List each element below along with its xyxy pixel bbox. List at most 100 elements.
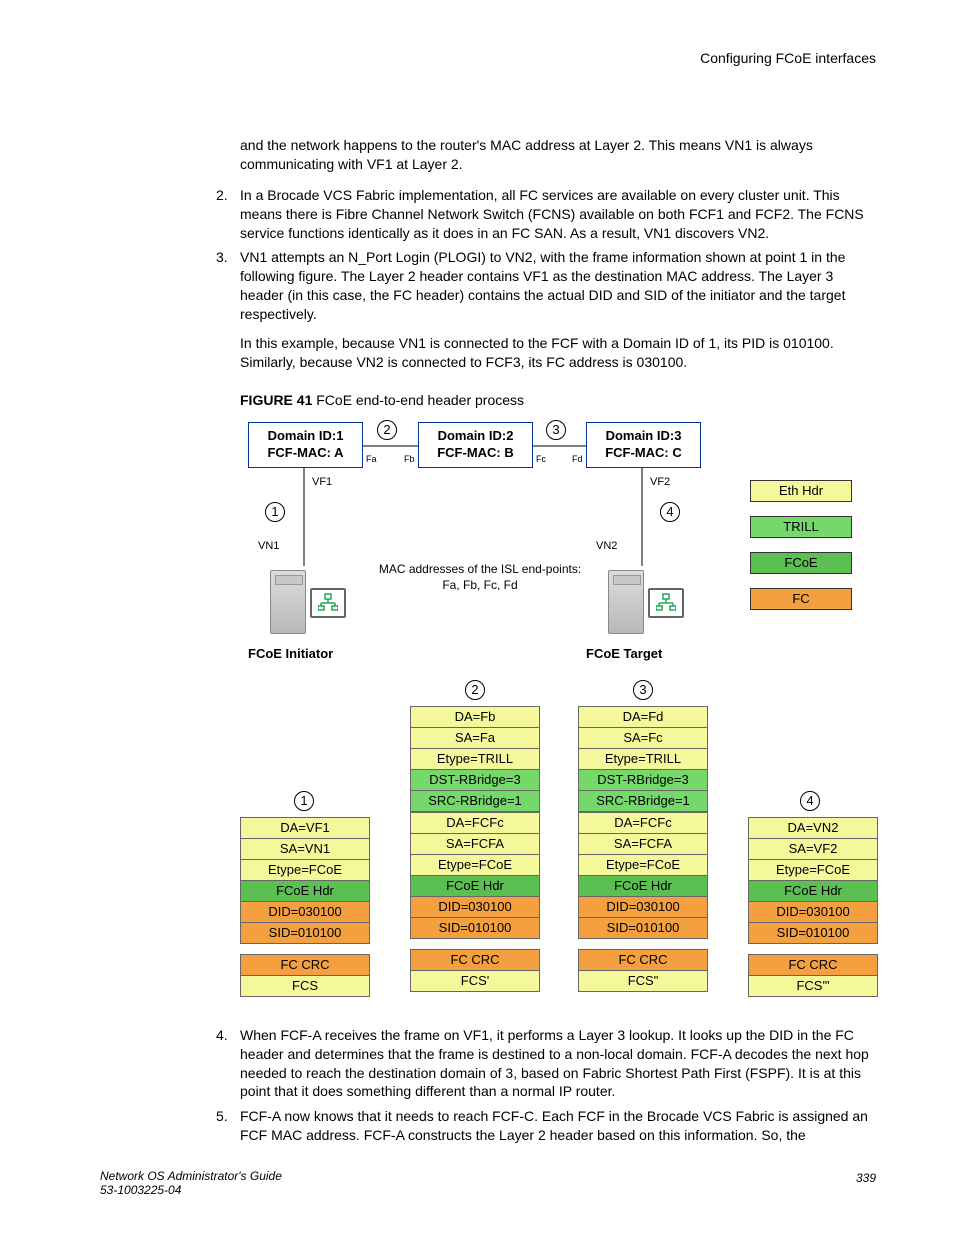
network-icon-1 <box>318 593 338 611</box>
footer-line-1: Network OS Administrator's Guide <box>100 1169 876 1183</box>
frame-field: FC CRC <box>748 954 878 976</box>
list-text-3a: VN1 attempts an N_Port Login (PLOGI) to … <box>240 248 876 324</box>
stack-1: DA=VF1SA=VN1Etype=FCoEFCoE HdrDID=030100… <box>240 817 370 996</box>
vn2-label: VN2 <box>596 540 617 552</box>
frame-field: FCoE Hdr <box>240 880 370 902</box>
frame-field: SA=FCFA <box>410 833 540 855</box>
frame-field: Etype=TRILL <box>410 748 540 770</box>
computer-target <box>608 560 678 638</box>
circled-1: 1 <box>265 502 285 522</box>
list-text-4: When FCF-A receives the frame on VF1, it… <box>240 1026 876 1102</box>
port-fa: Fa <box>366 454 377 464</box>
frame-field: DST-RBridge=3 <box>578 769 708 791</box>
figure-caption: FIGURE 41 FCoE end-to-end header process <box>240 392 876 408</box>
isl-text-2: Fa, Fb, Fc, Fd <box>370 578 590 592</box>
page-footer: Network OS Administrator's Guide 53-1003… <box>100 1169 876 1197</box>
port-fc: Fc <box>536 454 546 464</box>
legend-eth: Eth Hdr <box>750 480 852 502</box>
frame-field: FCS <box>240 975 370 997</box>
frame-field: DID=030100 <box>410 896 540 918</box>
vf1-label: VF1 <box>312 476 332 488</box>
frame-field: SA=Fa <box>410 727 540 749</box>
list-num-4: 4. <box>216 1026 228 1045</box>
vline-2 <box>641 468 643 566</box>
network-icon-2 <box>656 593 676 611</box>
frame-field: DA=FCFc <box>578 812 708 834</box>
frame-field: FCoE Hdr <box>748 880 878 902</box>
frame-field: FCS' <box>410 970 540 992</box>
link-2-3 <box>533 445 586 447</box>
frame-field: SID=010100 <box>748 922 878 944</box>
domain-3-line2: FCF-MAC: C <box>587 444 700 462</box>
footer-line-2: 53-1003225-04 <box>100 1183 876 1197</box>
frame-field: SRC-RBridge=1 <box>410 790 540 812</box>
frame-field: SID=010100 <box>410 917 540 939</box>
list-text-2: In a Brocade VCS Fabric implementation, … <box>240 186 876 243</box>
list-item-3: 3. VN1 attempts an N_Port Login (PLOGI) … <box>220 248 876 324</box>
frame-field: DA=VN2 <box>748 817 878 839</box>
frame-field: FCoE Hdr <box>578 875 708 897</box>
frame-field: FCoE Hdr <box>410 875 540 897</box>
frame-field: DID=030100 <box>748 901 878 923</box>
initiator-label: FCoE Initiator <box>248 646 333 661</box>
frame-field: FC CRC <box>578 949 708 971</box>
frame-field: SRC-RBridge=1 <box>578 790 708 812</box>
list-num-5: 5. <box>216 1107 228 1126</box>
domain-3-line1: Domain ID:3 <box>587 427 700 445</box>
port-fb: Fb <box>404 454 415 464</box>
legend-fcoe: FCoE <box>750 552 852 574</box>
list-num-2: 2. <box>216 186 228 205</box>
stack-4: DA=VN2SA=VF2Etype=FCoEFCoE HdrDID=030100… <box>748 817 878 996</box>
frame-field: DID=030100 <box>240 901 370 923</box>
list-text-3b: In this example, because VN1 is connecte… <box>240 334 876 372</box>
domain-box-3: Domain ID:3 FCF-MAC: C <box>586 422 701 468</box>
monitor-2 <box>648 588 684 618</box>
figure-title: FCoE end-to-end header process <box>312 392 524 408</box>
port-fd: Fd <box>572 454 583 464</box>
stack-2-head: 2 <box>465 680 485 700</box>
frame-field: Etype=FCoE <box>240 859 370 881</box>
domain-2-line2: FCF-MAC: B <box>419 444 532 462</box>
stack-3-pre: DA=FdSA=FcEtype=TRILLDST-RBridge=3SRC-RB… <box>578 706 708 811</box>
list-num-3: 3. <box>216 248 228 267</box>
link-1-2 <box>363 445 418 447</box>
stack-3: DA=FCFcSA=FCFAEtype=FCoEFCoE HdrDID=0301… <box>578 812 708 991</box>
frame-field: FCS'" <box>748 975 878 997</box>
frame-field: SID=010100 <box>240 922 370 944</box>
frame-field: FC CRC <box>240 954 370 976</box>
frame-field: SA=Fc <box>578 727 708 749</box>
computer-initiator <box>270 560 340 638</box>
domain-1-line2: FCF-MAC: A <box>249 444 362 462</box>
figure-number: FIGURE 41 <box>240 392 312 408</box>
circled-4: 4 <box>660 502 680 522</box>
target-label: FCoE Target <box>586 646 662 661</box>
list-item-5: 5. FCF-A now knows that it needs to reac… <box>220 1107 876 1145</box>
frame-field: FCS" <box>578 970 708 992</box>
legend-trill: TRILL <box>750 516 852 538</box>
circled-2-top: 2 <box>377 420 397 440</box>
frame-field: FC CRC <box>410 949 540 971</box>
stack-3-head: 3 <box>633 680 653 700</box>
frame-field: SID=010100 <box>578 917 708 939</box>
frame-field: DA=VF1 <box>240 817 370 839</box>
monitor-1 <box>310 588 346 618</box>
frame-field: Etype=FCoE <box>410 854 540 876</box>
domain-2-line1: Domain ID:2 <box>419 427 532 445</box>
frame-field: Etype=FCoE <box>578 854 708 876</box>
list-item-2: 2. In a Brocade VCS Fabric implementatio… <box>220 186 876 243</box>
frame-field: DA=Fd <box>578 706 708 728</box>
frame-field: DA=FCFc <box>410 812 540 834</box>
frame-field: DA=Fb <box>410 706 540 728</box>
frame-field: SA=VN1 <box>240 838 370 860</box>
isl-text-1: MAC addresses of the ISL end-points: <box>370 562 590 576</box>
tower-1 <box>270 570 306 634</box>
frame-field: Etype=TRILL <box>578 748 708 770</box>
intro-paragraph: and the network happens to the router's … <box>240 136 876 174</box>
figure-diagram: Domain ID:1 FCF-MAC: A Domain ID:2 FCF-M… <box>240 422 940 1012</box>
page-number: 339 <box>856 1171 876 1185</box>
circled-3-top: 3 <box>546 420 566 440</box>
domain-1-line1: Domain ID:1 <box>249 427 362 445</box>
vline-1 <box>303 468 305 566</box>
stack-2-pre: DA=FbSA=FaEtype=TRILLDST-RBridge=3SRC-RB… <box>410 706 540 811</box>
frame-field: DST-RBridge=3 <box>410 769 540 791</box>
